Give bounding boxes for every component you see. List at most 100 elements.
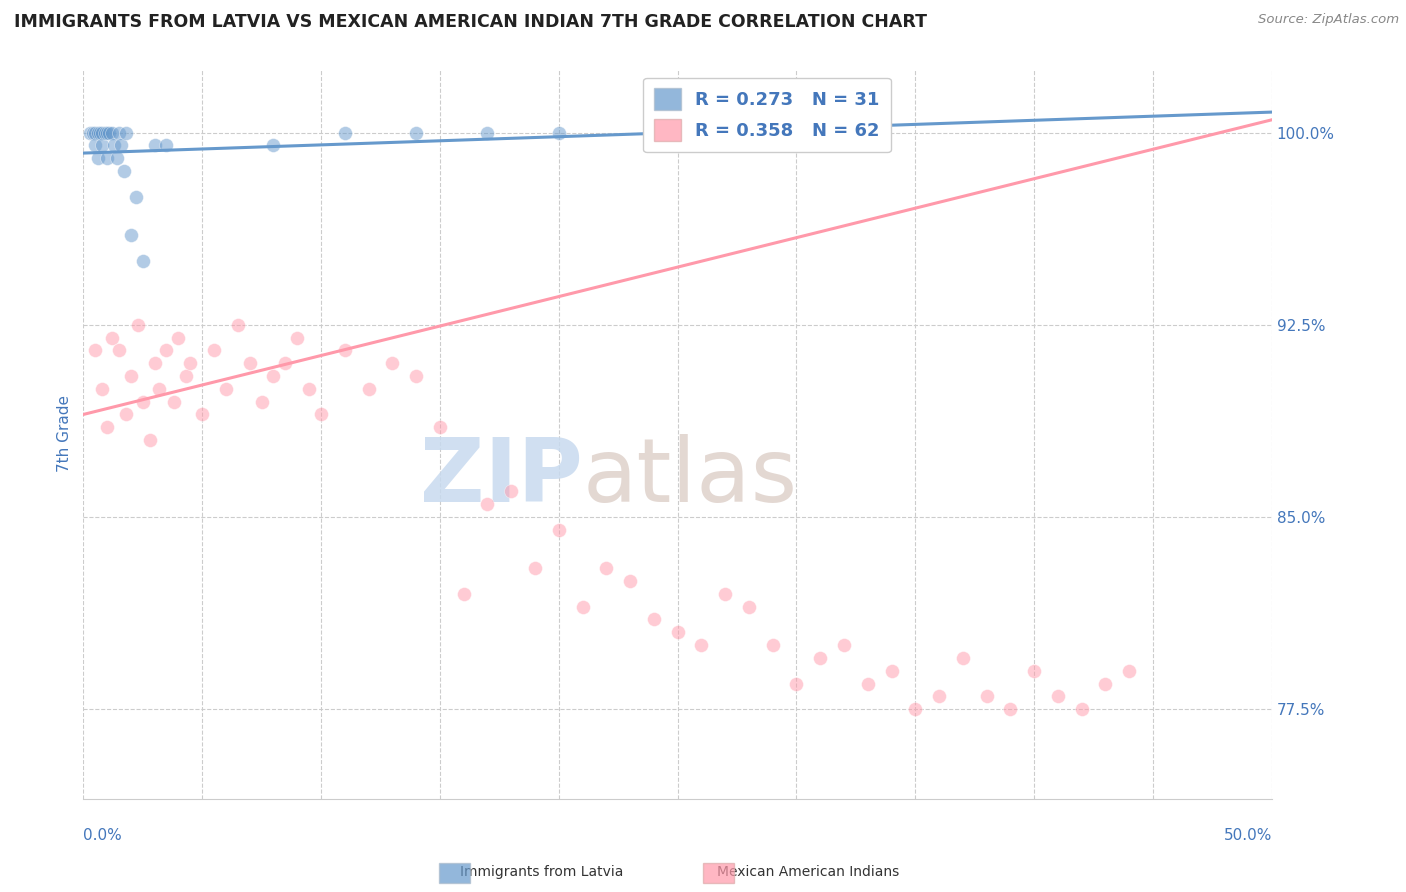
Y-axis label: 7th Grade: 7th Grade bbox=[58, 395, 72, 472]
Point bbox=[96, 151, 118, 165]
Point bbox=[112, 164, 135, 178]
Text: Mexican American Indians: Mexican American Indians bbox=[717, 865, 900, 880]
Point bbox=[127, 318, 149, 332]
Point bbox=[89, 126, 111, 140]
Point bbox=[1070, 702, 1092, 716]
Point bbox=[738, 599, 761, 614]
Point bbox=[108, 126, 131, 140]
Point bbox=[309, 408, 332, 422]
Point bbox=[547, 523, 569, 537]
Point bbox=[115, 408, 138, 422]
Point bbox=[477, 126, 499, 140]
Point bbox=[381, 356, 404, 370]
Point bbox=[274, 356, 297, 370]
Point bbox=[79, 126, 101, 140]
Point bbox=[179, 356, 201, 370]
Point bbox=[91, 138, 114, 153]
Point bbox=[174, 369, 197, 384]
Text: Source: ZipAtlas.com: Source: ZipAtlas.com bbox=[1258, 13, 1399, 27]
Text: ZIP: ZIP bbox=[420, 434, 582, 521]
Point bbox=[84, 126, 107, 140]
Point bbox=[952, 651, 974, 665]
Point bbox=[523, 561, 546, 575]
Point bbox=[333, 126, 356, 140]
Point bbox=[250, 394, 273, 409]
Point bbox=[263, 369, 285, 384]
Point bbox=[86, 126, 108, 140]
Point bbox=[132, 253, 155, 268]
Point bbox=[547, 126, 569, 140]
Point bbox=[101, 126, 124, 140]
Point bbox=[928, 690, 950, 704]
Point bbox=[91, 382, 114, 396]
Point bbox=[110, 138, 132, 153]
Point bbox=[1094, 676, 1116, 690]
Point bbox=[96, 420, 118, 434]
Text: 50.0%: 50.0% bbox=[1223, 828, 1272, 843]
Point bbox=[96, 126, 118, 140]
Point bbox=[148, 382, 170, 396]
Text: Immigrants from Latvia: Immigrants from Latvia bbox=[460, 865, 623, 880]
Point bbox=[595, 561, 617, 575]
Point bbox=[405, 126, 427, 140]
Point bbox=[155, 138, 177, 153]
Point bbox=[191, 408, 214, 422]
Point bbox=[239, 356, 262, 370]
Point bbox=[143, 356, 166, 370]
Point bbox=[82, 126, 104, 140]
Point bbox=[215, 382, 238, 396]
Point bbox=[285, 330, 308, 344]
Point bbox=[762, 638, 785, 652]
Point bbox=[226, 318, 249, 332]
Point bbox=[571, 599, 593, 614]
Point bbox=[93, 126, 115, 140]
Point bbox=[666, 126, 689, 140]
Point bbox=[1046, 690, 1069, 704]
Point bbox=[84, 138, 107, 153]
Text: IMMIGRANTS FROM LATVIA VS MEXICAN AMERICAN INDIAN 7TH GRADE CORRELATION CHART: IMMIGRANTS FROM LATVIA VS MEXICAN AMERIC… bbox=[14, 13, 927, 31]
Point bbox=[856, 676, 879, 690]
Point bbox=[333, 343, 356, 358]
Point bbox=[120, 369, 142, 384]
Point bbox=[357, 382, 380, 396]
Legend: R = 0.273   N = 31, R = 0.358   N = 62: R = 0.273 N = 31, R = 0.358 N = 62 bbox=[643, 78, 890, 153]
Point bbox=[477, 497, 499, 511]
Point bbox=[124, 189, 146, 203]
Point bbox=[1024, 664, 1046, 678]
Text: 0.0%: 0.0% bbox=[83, 828, 122, 843]
Point bbox=[91, 126, 114, 140]
Point bbox=[1000, 702, 1022, 716]
Point bbox=[162, 394, 184, 409]
Point bbox=[155, 343, 177, 358]
Point bbox=[298, 382, 321, 396]
Point bbox=[167, 330, 190, 344]
Point bbox=[453, 587, 475, 601]
Point bbox=[976, 690, 998, 704]
Point bbox=[84, 343, 107, 358]
Point bbox=[115, 126, 138, 140]
Point bbox=[105, 151, 128, 165]
Point bbox=[98, 126, 121, 140]
Point bbox=[666, 625, 689, 640]
Point bbox=[86, 151, 108, 165]
Point bbox=[405, 369, 427, 384]
Point bbox=[263, 138, 285, 153]
Point bbox=[832, 638, 855, 652]
Point bbox=[714, 587, 737, 601]
Point bbox=[132, 394, 155, 409]
Point bbox=[619, 574, 641, 588]
Point bbox=[501, 484, 523, 499]
Point bbox=[904, 702, 927, 716]
Text: atlas: atlas bbox=[582, 434, 797, 521]
Point bbox=[139, 433, 162, 447]
Point bbox=[880, 664, 903, 678]
Point bbox=[101, 330, 124, 344]
Point bbox=[785, 676, 807, 690]
Point bbox=[808, 651, 831, 665]
Point bbox=[120, 228, 142, 243]
Point bbox=[690, 638, 713, 652]
Point bbox=[643, 612, 665, 626]
Point bbox=[108, 343, 131, 358]
Point bbox=[429, 420, 451, 434]
Point bbox=[103, 138, 125, 153]
